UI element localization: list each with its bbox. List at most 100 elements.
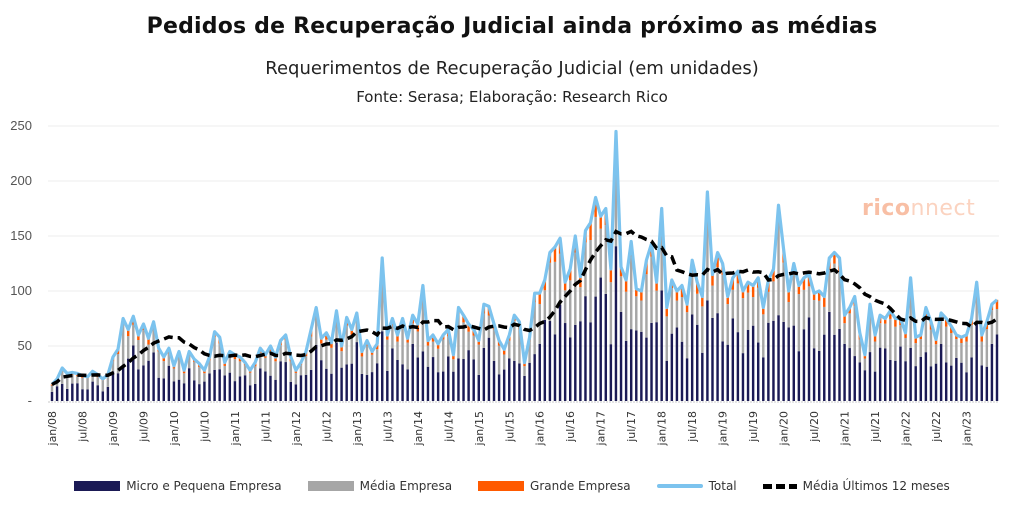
bar-micro xyxy=(690,314,694,401)
bar-media xyxy=(396,341,399,360)
bar-micro xyxy=(939,344,943,401)
bar-media xyxy=(508,340,511,359)
bar-micro xyxy=(563,323,567,401)
bar-media xyxy=(614,154,618,247)
bar-media xyxy=(513,321,516,361)
bar-micro xyxy=(502,369,506,401)
bar-media xyxy=(863,358,867,371)
bar-media xyxy=(675,300,679,328)
bar-media xyxy=(391,325,394,349)
bar-micro xyxy=(955,358,958,401)
bar-micro xyxy=(462,359,465,401)
bar-micro xyxy=(421,351,425,401)
bar-micro xyxy=(533,354,536,401)
bar-micro xyxy=(375,363,379,401)
bar-micro xyxy=(919,356,923,401)
bar-media xyxy=(599,228,602,278)
bar-media xyxy=(233,359,237,382)
x-tick-label: jan/11 xyxy=(229,411,242,446)
bar-media xyxy=(762,314,765,358)
bar-media xyxy=(904,337,907,362)
bar-grande xyxy=(965,335,968,342)
bar-media xyxy=(381,271,384,332)
bar-grande xyxy=(843,315,846,324)
bar-micro xyxy=(680,341,684,401)
bar-micro xyxy=(833,334,836,401)
bar-media xyxy=(482,313,486,348)
bar-media xyxy=(965,341,968,373)
bar-micro xyxy=(391,348,394,401)
bar-micro xyxy=(553,334,557,401)
bar-media xyxy=(386,339,389,371)
bar-media xyxy=(838,272,841,329)
bar-media xyxy=(528,341,531,363)
bar-media xyxy=(553,261,557,335)
bar-grande xyxy=(624,280,628,292)
bar-micro xyxy=(762,357,765,401)
bar-media xyxy=(213,337,216,370)
x-tick-label: jul/08 xyxy=(76,411,89,443)
bar-micro xyxy=(81,389,84,401)
bar-media xyxy=(812,300,816,349)
bar-micro xyxy=(924,352,928,401)
bar-micro xyxy=(340,367,343,401)
x-tick-label: jul/13 xyxy=(381,411,394,443)
bar-grande xyxy=(711,274,714,286)
bar-micro xyxy=(162,378,165,401)
bar-media xyxy=(431,341,435,358)
bar-grande xyxy=(543,280,547,291)
bar-media xyxy=(142,330,145,366)
bar-micro xyxy=(254,383,257,401)
bar-media xyxy=(345,325,348,365)
bar-micro xyxy=(538,343,541,401)
x-tick-label: jul/21 xyxy=(869,411,882,443)
bar-media xyxy=(878,323,882,348)
bar-media xyxy=(685,312,689,359)
bar-grande xyxy=(894,318,897,327)
bar-grande xyxy=(640,291,643,301)
bar-micro xyxy=(777,315,780,401)
bar-micro xyxy=(970,357,973,401)
bar-grande xyxy=(904,332,907,338)
bar-media xyxy=(172,368,176,382)
bar-micro xyxy=(96,385,99,401)
bar-micro xyxy=(609,344,613,401)
bar-media xyxy=(594,216,597,297)
bar-media xyxy=(894,326,897,361)
bar-micro xyxy=(721,341,724,401)
bar-grande xyxy=(980,335,983,342)
bar-micro xyxy=(355,342,359,401)
bar-media xyxy=(294,372,298,385)
bar-media xyxy=(944,326,948,363)
bar-micro xyxy=(528,362,531,401)
bar-media xyxy=(558,253,562,305)
bar-media xyxy=(137,340,140,370)
bar-micro xyxy=(436,372,440,401)
bar-media xyxy=(121,323,125,366)
bar-micro xyxy=(782,321,785,401)
bar-media xyxy=(436,348,440,373)
bar-media xyxy=(523,366,526,376)
x-tick-label: jan/09 xyxy=(107,411,120,446)
y-axis: - 50 100 150 200 250 xyxy=(10,118,32,408)
bar-grande xyxy=(797,285,801,295)
bar-micro xyxy=(172,381,176,401)
bar-media xyxy=(853,305,856,357)
legend-item-media: Média Empresa xyxy=(307,479,452,493)
bar-micro xyxy=(228,372,232,401)
bar-micro xyxy=(482,347,486,401)
bar-media xyxy=(335,316,338,343)
bar-micro xyxy=(716,313,719,401)
bar-media xyxy=(929,329,933,367)
bar-micro xyxy=(756,342,760,401)
bar-micro xyxy=(452,371,455,401)
bar-media xyxy=(706,205,709,301)
bar-media xyxy=(477,344,480,375)
bar-micro xyxy=(416,357,420,401)
bar-micro xyxy=(193,380,196,401)
bar-grande xyxy=(675,291,679,301)
bar-grande xyxy=(802,277,806,290)
x-tick-label: jan/19 xyxy=(717,411,730,446)
bar-micro xyxy=(665,360,668,401)
